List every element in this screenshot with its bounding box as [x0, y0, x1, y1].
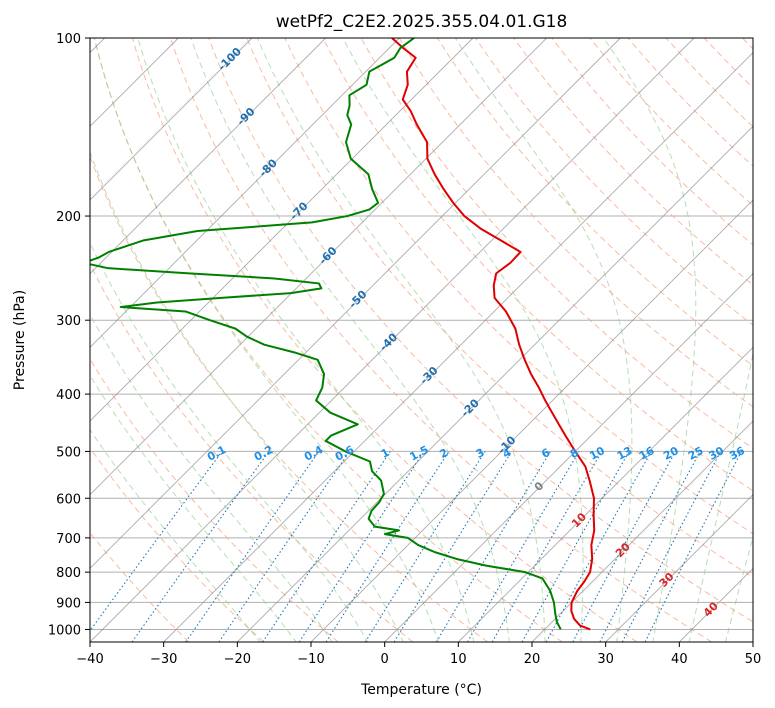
moist-adiabat-line [688, 351, 753, 642]
moist-adiabat-line [90, 313, 333, 642]
x-tick-label: 40 [671, 652, 688, 667]
dry-adiabat-line [131, 38, 638, 642]
mixing-ratio-line [325, 451, 450, 642]
dry-adiabat-line [90, 358, 339, 642]
dry-adiabat-line [284, 38, 753, 535]
mixing-ratio-line [131, 451, 270, 642]
dry-adiabat-line [513, 38, 753, 286]
isotherm-line [90, 38, 547, 496]
mixing-ratio-line [572, 451, 677, 642]
moist-adiabat-line [603, 38, 697, 642]
isotherm-line [90, 38, 326, 275]
y-tick-label: 200 [56, 210, 81, 225]
x-tick-label: −40 [76, 652, 103, 667]
isotherm-line [458, 346, 753, 642]
dry-adiabat-line [90, 446, 264, 642]
x-axis-label: Temperature (°C) [360, 682, 482, 698]
temperature-profile-line [391, 38, 596, 631]
moist-adiabat-line [90, 150, 404, 642]
mixing-ratio-label: 13 [615, 444, 635, 463]
y-tick-label: 400 [56, 388, 81, 403]
moist-adiabat-line [256, 38, 546, 642]
dry-adiabat-line [475, 38, 753, 326]
x-tick-label: 30 [597, 652, 614, 667]
moist-adiabat-line [137, 38, 475, 642]
moist-adiabat-line [93, 38, 439, 642]
dry-adiabat-line [93, 38, 563, 642]
isotherm-line [163, 52, 753, 642]
dry-adiabat-line [90, 262, 414, 642]
y-tick-label: 300 [56, 314, 81, 329]
isotherm-line [237, 125, 753, 642]
x-tick-label: 10 [450, 652, 467, 667]
x-tick-label: 50 [745, 652, 762, 667]
isotherm-line [90, 38, 621, 569]
dry-adiabat-line [322, 38, 753, 492]
dewpoint-profile-line [90, 38, 562, 630]
isotherm-line [605, 494, 753, 642]
mixing-ratio-label: 25 [686, 444, 706, 463]
x-tick-label: 0 [381, 652, 389, 667]
y-tick-label: 800 [56, 566, 81, 581]
mixing-ratio-line [521, 451, 630, 642]
mixing-ratio-line [545, 451, 652, 642]
isotherm-line [90, 38, 695, 642]
mixing-ratio-line [644, 451, 742, 642]
isotherm-line [90, 38, 400, 348]
moist-adiabat-line [190, 38, 510, 642]
moist-adiabat-line [90, 241, 369, 642]
axes: −40 −30 −20 −10 0 10 20 30 40 50 100 200 300 400 500 60… [48, 32, 761, 667]
mixing-ratio-label: 20 [661, 444, 681, 463]
plot-frame [89, 37, 754, 643]
chart-title: wetPf2_C2E2.2025.355.04.01.G18 [276, 12, 568, 32]
isotherm-line [531, 420, 753, 642]
dry-adiabat-line [208, 38, 753, 623]
mixing-ratio-line [298, 451, 425, 642]
x-tick-label: 20 [524, 652, 541, 667]
x-tick-label: −10 [297, 652, 324, 667]
mixing-ratio-label: 36 [727, 444, 747, 463]
profile-lines [90, 38, 596, 631]
mixing-ratio-label: 10 [587, 444, 607, 463]
moist-adiabat-line [454, 38, 633, 642]
mixing-ratio-line [262, 451, 391, 642]
mixing-ratio-line [185, 451, 320, 642]
y-tick-label: 900 [56, 596, 81, 611]
mixing-ratio-label: 16 [637, 444, 657, 463]
isotherm-line [90, 38, 474, 422]
y-tick-label: 100 [56, 32, 81, 47]
isotherm-line [384, 273, 753, 642]
isotherm-line [90, 38, 253, 201]
x-tick-label: −30 [150, 652, 177, 667]
y-tick-label: 1000 [48, 623, 81, 638]
mixing-ratio-line [393, 451, 513, 642]
y-axis-label: Pressure (hPa) [12, 290, 28, 390]
mixing-ratio-line [90, 451, 223, 632]
mixing-ratio-label: 30 [707, 444, 727, 463]
y-tick-label: 500 [56, 445, 81, 460]
moist-adiabat-line [90, 428, 261, 642]
moist-adiabat-line [725, 535, 753, 642]
y-tick-label: 600 [56, 492, 81, 507]
x-tick-label: −20 [224, 652, 251, 667]
y-tick-label: 700 [56, 532, 81, 547]
mixing-ratio-line [218, 451, 351, 642]
gridlines [90, 37, 753, 630]
dry-adiabat-line [246, 38, 753, 578]
mixing-ratio-line [621, 451, 722, 642]
